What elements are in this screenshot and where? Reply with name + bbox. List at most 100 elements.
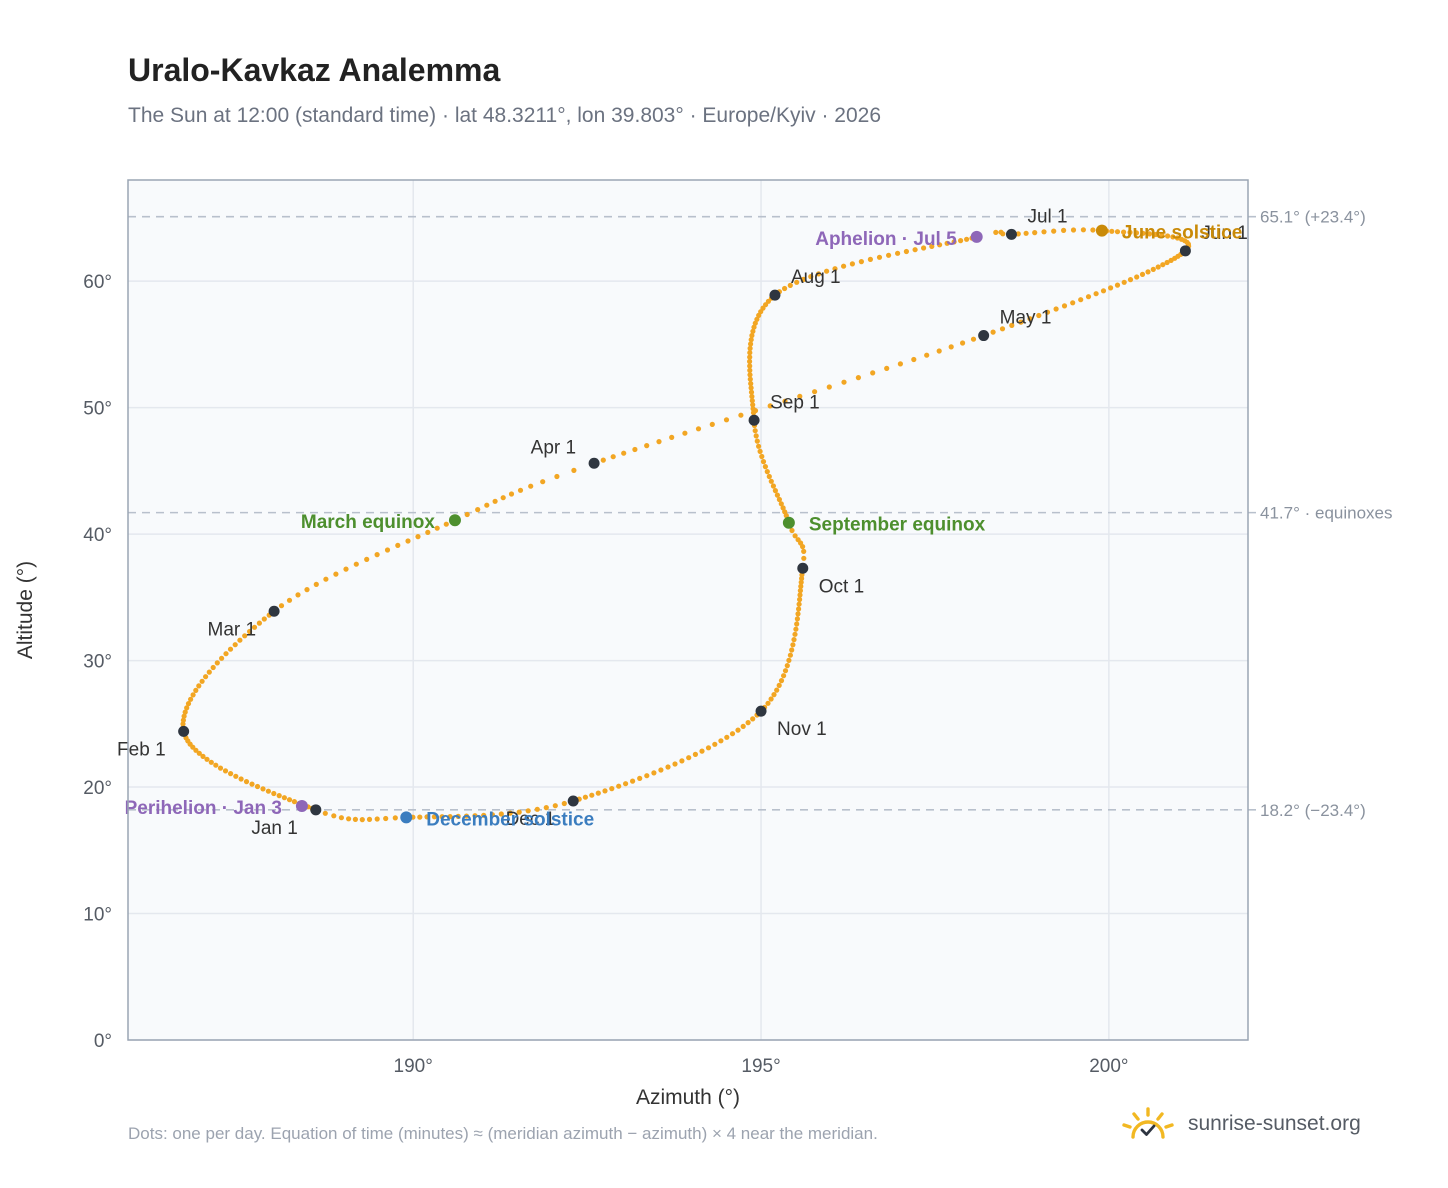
daily-sun-dot	[799, 575, 805, 582]
daily-sun-dot	[729, 731, 736, 737]
month-marker-label: Jun 1	[1201, 223, 1247, 244]
daily-sun-dot	[756, 312, 762, 318]
daily-sun-dot	[543, 805, 549, 811]
daily-sun-dot	[210, 664, 216, 671]
daily-sun-dot	[233, 773, 239, 779]
footnote: Dots: one per day. Equation of time (min…	[128, 1124, 878, 1143]
daily-sun-dot	[182, 709, 188, 715]
daily-sun-dot	[794, 616, 801, 622]
daily-sun-dot	[796, 601, 802, 607]
daily-sun-dot	[1121, 229, 1127, 235]
daily-sun-dot	[295, 592, 301, 598]
x-tick-label: 195°	[741, 1056, 780, 1077]
daily-sun-dot	[1160, 262, 1166, 268]
sun-check-icon	[1122, 1107, 1174, 1139]
daily-sun-dot	[791, 637, 797, 643]
daily-sun-dot	[766, 473, 772, 480]
month-marker-label: Nov 1	[777, 719, 827, 740]
daily-sun-dot	[747, 372, 753, 378]
daily-sun-dot	[1023, 230, 1029, 236]
daily-sun-dot	[254, 783, 261, 790]
daily-sun-dot	[958, 238, 964, 244]
daily-sun-dot	[740, 723, 746, 730]
daily-sun-dot	[1178, 236, 1185, 242]
y-tick-label: 30°	[83, 652, 112, 673]
month-marker-dot	[268, 605, 280, 617]
daily-sun-dot	[756, 443, 762, 449]
daily-sun-dot	[876, 254, 883, 260]
daily-sun-dot	[623, 781, 629, 787]
reference-line-label: 41.7° · equinoxes	[1260, 504, 1393, 523]
daily-sun-dot	[826, 384, 832, 390]
daily-sun-dot	[1070, 227, 1077, 233]
daily-sun-dot	[208, 759, 214, 765]
daily-sun-dot	[242, 633, 248, 639]
daily-sun-dot	[993, 229, 999, 235]
brand-logo[interactable]: sunrise-sunset.org	[1120, 1102, 1361, 1146]
daily-sun-dot	[735, 727, 741, 733]
daily-sun-dot	[214, 660, 220, 666]
daily-sun-dot	[718, 738, 724, 744]
event-label: Perihelion · Jan 3	[125, 798, 282, 819]
daily-sun-dot	[582, 794, 589, 800]
month-marker-dot	[567, 795, 579, 807]
month-marker-dot	[769, 289, 781, 301]
x-tick-label: 190°	[394, 1056, 433, 1077]
daily-sun-dot	[801, 555, 807, 561]
daily-sun-dot	[249, 781, 255, 787]
daily-sun-dot	[793, 626, 799, 632]
daily-sun-dot	[1114, 229, 1121, 235]
daily-sun-dot	[228, 771, 234, 777]
daily-sun-dot	[180, 717, 186, 723]
daily-sun-dot	[998, 229, 1004, 235]
daily-sun-dot	[528, 483, 534, 489]
daily-sun-dot	[338, 815, 344, 821]
daily-sun-dot	[790, 642, 796, 648]
month-marker-label: Mar 1	[208, 619, 257, 640]
daily-sun-dot	[990, 329, 996, 335]
daily-sun-dot	[867, 256, 874, 262]
month-marker-dot	[755, 705, 767, 717]
daily-sun-dot	[291, 799, 297, 805]
daily-sun-dot	[475, 507, 481, 513]
daily-sun-dot	[747, 376, 753, 382]
event-marker-dot	[970, 230, 983, 243]
daily-sun-dot	[261, 616, 267, 622]
daily-sun-dot	[724, 734, 730, 740]
month-marker-label: Sep 1	[770, 392, 820, 413]
daily-sun-dot	[1140, 230, 1146, 236]
daily-sun-dot	[912, 247, 918, 253]
daily-sun-dot	[870, 370, 876, 376]
daily-sun-dot	[750, 328, 756, 334]
month-marker-dot	[797, 562, 809, 574]
daily-sun-dot	[1015, 231, 1021, 237]
daily-sun-dot	[193, 687, 199, 694]
daily-sun-dot	[789, 647, 795, 653]
daily-sun-dot	[832, 266, 838, 272]
event-marker-dot	[295, 800, 308, 813]
daily-sun-dot	[260, 786, 266, 792]
daily-sun-dot	[359, 817, 365, 823]
daily-sun-dot	[447, 814, 453, 820]
daily-sun-dot	[1174, 235, 1181, 241]
month-marker-dot	[178, 725, 190, 737]
daily-sun-dot	[1044, 309, 1051, 315]
daily-sun-dot	[181, 713, 187, 719]
daily-sun-dot	[911, 356, 917, 363]
daily-sun-dot	[1080, 227, 1086, 233]
daily-sun-dot	[415, 534, 421, 540]
month-marker-label: Feb 1	[117, 739, 166, 760]
daily-sun-dot	[757, 448, 763, 454]
daily-sun-dot	[849, 261, 856, 267]
daily-sun-dot	[699, 748, 705, 754]
daily-sun-dot	[238, 776, 244, 782]
daily-sun-dot	[571, 467, 577, 473]
daily-sun-dot	[745, 720, 751, 726]
daily-sun-dot	[884, 365, 890, 371]
daily-sun-dot	[1053, 306, 1059, 312]
daily-sun-dot	[199, 678, 205, 684]
plot-frame	[127, 179, 1249, 1041]
daily-sun-dot	[222, 768, 229, 774]
month-marker-dot	[978, 330, 990, 342]
daily-sun-dot	[1153, 231, 1159, 238]
